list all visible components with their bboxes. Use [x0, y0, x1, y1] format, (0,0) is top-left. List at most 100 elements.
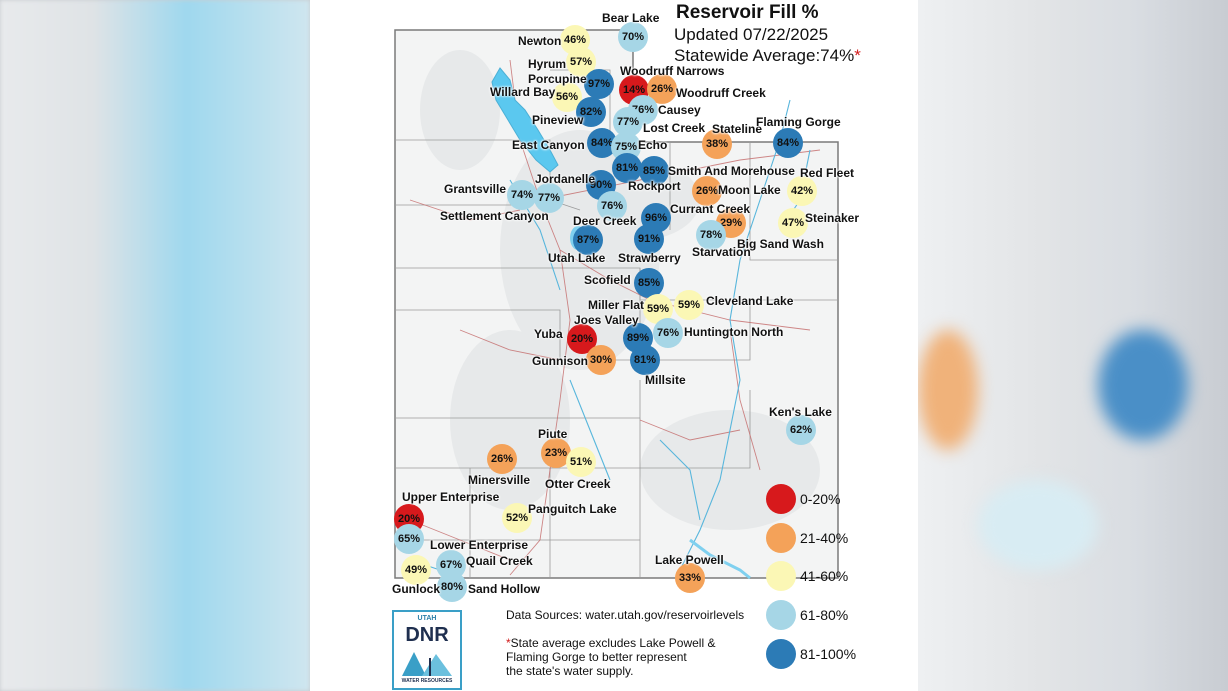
legend-label-21-40: 21-40%: [800, 530, 849, 546]
millsite-marker: 81%: [630, 345, 660, 375]
piute-marker: 23%: [541, 438, 571, 468]
footnote-line-1: *State average excludes Lake Powell &: [506, 636, 715, 650]
stateline-label: Stateline: [712, 122, 763, 136]
flaming-gorge-marker: 84%: [773, 128, 803, 158]
scofield-label: Scofield: [584, 273, 631, 287]
porcupine-label: Porcupine: [528, 72, 587, 86]
jordanelle-label: Jordanelle: [535, 172, 596, 186]
legend-label-0-20: 0-20%: [800, 491, 841, 507]
joes-valley-label: Joes Valley: [574, 313, 639, 327]
gunlock-marker: 49%: [401, 555, 431, 585]
legend-label-81-100: 81-100%: [800, 646, 857, 662]
upper-enterprise-label: Upper Enterprise: [402, 490, 500, 504]
blurred-background-left: [0, 0, 310, 691]
steinaker-label: Steinaker: [805, 211, 860, 225]
porcupine-marker: 97%: [584, 69, 614, 99]
panguitch-lake-label: Panguitch Lake: [528, 502, 617, 516]
blurred-background-right: [918, 0, 1228, 691]
legend-swatch-21-40: [766, 523, 796, 553]
big-sand-wash-label: Big Sand Wash: [737, 237, 824, 251]
cleveland-lake-label: Cleveland Lake: [706, 294, 794, 308]
causey-label: Causey: [658, 103, 701, 117]
ken-s-lake-marker: 62%: [786, 415, 816, 445]
otter-creek-label: Otter Creek: [545, 477, 611, 491]
moon-lake-label: Moon Lake: [718, 183, 781, 197]
lost-creek-marker: 77%: [613, 107, 643, 137]
logo-top-text: UTAH: [417, 615, 437, 622]
deer-creek-marker: 76%: [597, 191, 627, 221]
settlement-canyon-marker: 77%: [534, 183, 564, 213]
red-fleet-marker: 42%: [787, 176, 817, 206]
hyrum-label: Hyrum: [528, 57, 567, 71]
sand-hollow-marker: 80%: [437, 572, 467, 602]
footnote-asterisk: *: [506, 636, 511, 650]
panguitch-lake-marker: 52%: [502, 503, 532, 533]
starvation-marker: 78%: [696, 220, 726, 250]
lake-powell-marker: 33%: [675, 563, 705, 593]
statewide-average-text: Statewide Average:74%: [674, 46, 855, 65]
starvation-label: Starvation: [692, 245, 751, 259]
lake-powell-label: Lake Powell: [655, 553, 724, 567]
piute-label: Piute: [538, 427, 568, 441]
red-fleet-label: Red Fleet: [800, 166, 855, 180]
moon-lake-marker: 26%: [692, 176, 722, 206]
stateline-marker: 38%: [702, 129, 732, 159]
logo-waterfall-icon: [402, 652, 452, 676]
bear-lake-label: Bear Lake: [602, 11, 660, 25]
woodruff-narrows-label: Woodruff Narrows: [620, 64, 725, 78]
gunnison-marker: 30%: [586, 345, 616, 375]
logo-bottom-text: WATER RESOURCES: [401, 678, 453, 684]
pineview-label: Pineview: [532, 113, 584, 127]
currant-creek-label: Currant Creek: [670, 202, 751, 216]
utah-lake-label: Utah Lake: [548, 251, 606, 265]
flaming-gorge-label: Flaming Gorge: [756, 115, 841, 129]
scofield-marker: 85%: [634, 268, 664, 298]
strawberry-marker: 91%: [634, 224, 664, 254]
data-sources: Data Sources: water.utah.gov/reservoirle…: [506, 608, 745, 622]
map-title: Reservoir Fill %: [676, 2, 819, 23]
pineview-marker: 82%: [576, 97, 606, 127]
bear-lake-marker: 70%: [618, 22, 648, 52]
willard-bay-label: Willard Bay: [490, 85, 556, 99]
minersville-label: Minersville: [468, 473, 531, 487]
utah-dnr-logo: UTAH DNR WATER RESOURCES: [392, 610, 462, 690]
settlement-canyon-label: Settlement Canyon: [440, 209, 549, 223]
ken-s-lake-label: Ken's Lake: [769, 405, 832, 419]
footnote-line-3: the state's water supply.: [506, 664, 634, 678]
lower-enterprise-label: Lower Enterprise: [430, 538, 529, 552]
sand-hollow-label: Sand Hollow: [468, 582, 540, 596]
miller-flat-marker: 59%: [643, 294, 673, 324]
echo-label: Echo: [638, 138, 668, 152]
cleveland-lake-marker: 59%: [674, 290, 704, 320]
yuba-label: Yuba: [534, 327, 563, 341]
east-canyon-label: East Canyon: [512, 138, 585, 152]
legend-swatch-41-60: [766, 561, 796, 591]
quail-creek-label: Quail Creek: [466, 554, 533, 568]
lake-powell-shape: [689, 538, 751, 580]
smith-and-morehouse-label: Smith And Morehouse: [668, 164, 795, 178]
steinaker-marker: 47%: [778, 208, 808, 238]
newton-label: Newton: [518, 34, 562, 48]
grantsville-label: Grantsville: [444, 182, 507, 196]
gunnison-label: Gunnison: [532, 354, 588, 368]
huntington-north-label: Huntington North: [684, 325, 784, 339]
legend-swatch-81-100: [766, 639, 796, 669]
updated-date: Updated 07/22/2025: [674, 25, 829, 44]
utah-map: [394, 29, 839, 580]
legend-swatch-0-20: [766, 484, 796, 514]
otter-creek-marker: 51%: [566, 447, 596, 477]
deer-creek-label: Deer Creek: [573, 214, 637, 228]
footnote-text-1: State average excludes Lake Powell &: [510, 636, 716, 650]
lower-enterprise-marker: 65%: [394, 524, 424, 554]
statewide-average: Statewide Average:74%*: [674, 46, 861, 66]
asterisk-marker: *: [854, 46, 861, 65]
legend-label-41-60: 41-60%: [800, 568, 849, 584]
lost-creek-label: Lost Creek: [643, 121, 706, 135]
great-salt-lake: [491, 67, 559, 173]
miller-flat-label: Miller Flat: [588, 298, 645, 312]
rockport-label: Rockport: [628, 179, 681, 193]
smith-and-morehouse-marker: 85%: [639, 156, 669, 186]
minersville-marker: 26%: [487, 444, 517, 474]
legend-label-61-80: 61-80%: [800, 607, 849, 623]
woodruff-creek-label: Woodruff Creek: [676, 86, 766, 100]
